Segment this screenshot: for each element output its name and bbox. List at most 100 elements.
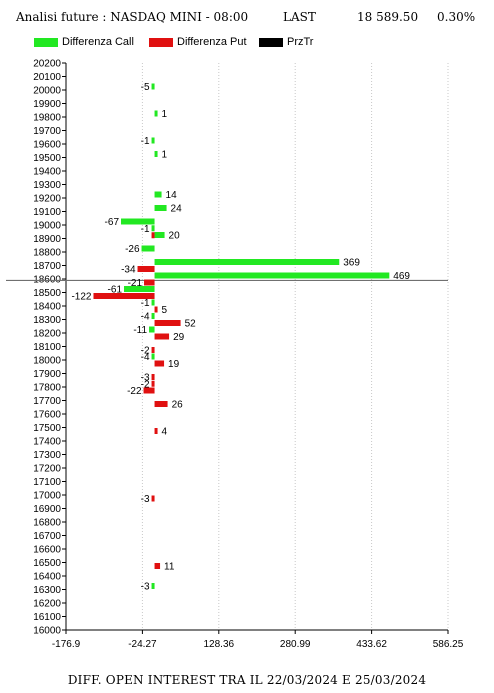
y-tick-label: 19600: [33, 140, 61, 151]
chart-title: Analisi future : NASDAQ MINI - 08:00: [16, 10, 249, 24]
y-tick-label: 19200: [33, 194, 61, 205]
y-tick-label: 17900: [33, 369, 61, 380]
legend-swatch-call: [34, 37, 58, 47]
put-bar: [143, 387, 155, 394]
call-value-label: -4: [141, 352, 150, 363]
x-tick-label: 280.99: [280, 639, 311, 650]
put-value-label: 5: [162, 305, 168, 316]
call-value-label: 469: [393, 271, 410, 282]
legend-swatch-put: [149, 37, 173, 47]
put-bar: [154, 360, 165, 367]
call-value-label: -26: [125, 244, 140, 255]
y-tick-label: 18000: [33, 356, 61, 367]
put-bar: [151, 380, 155, 387]
y-tick-label: 19700: [33, 126, 61, 137]
put-bar: [151, 495, 155, 502]
y-tick-label: 19300: [33, 180, 61, 191]
put-bar: [154, 320, 181, 326]
call-value-label: 1: [162, 150, 168, 161]
call-value-label: -4: [141, 312, 150, 323]
call-bar: [149, 326, 155, 333]
y-tick-label: 16300: [33, 585, 61, 596]
put-bar: [151, 374, 155, 380]
legend-label-put: Differenza Put: [177, 36, 247, 48]
put-value-label: -2: [141, 379, 150, 390]
call-bar: [151, 313, 155, 319]
legend-item-call: Differenza Call: [34, 36, 134, 48]
call-value-label: -1: [141, 298, 150, 309]
y-tick-label: 20100: [33, 72, 61, 83]
y-tick-label: 18900: [33, 234, 61, 245]
call-value-label: 14: [166, 190, 178, 201]
put-value-label: -21: [128, 278, 143, 289]
y-tick-label: 17700: [33, 396, 61, 407]
x-tick-label: 433.62: [356, 639, 387, 650]
call-value-label: -5: [141, 82, 150, 93]
call-bar: [154, 110, 158, 117]
x-tick-label: 128.36: [204, 639, 235, 650]
put-value-label: -22: [127, 386, 142, 397]
y-tick-label: 19000: [33, 221, 61, 232]
call-value-label: -1: [141, 224, 150, 235]
y-tick-label: 17400: [33, 437, 61, 448]
y-tick-label: 17000: [33, 491, 61, 502]
x-tick-label: -24.27: [128, 639, 157, 650]
y-tick-label: 16000: [33, 626, 61, 637]
put-value-label: -3: [141, 373, 150, 384]
y-tick-label: 19400: [33, 167, 61, 178]
change-percent: 0.30%: [437, 10, 476, 24]
put-bar: [154, 428, 158, 434]
legend-item-put: Differenza Put: [149, 36, 247, 48]
put-value-label: 11: [164, 562, 175, 573]
y-tick-label: 18200: [33, 329, 61, 340]
y-tick-label: 20200: [33, 59, 61, 70]
call-bar: [151, 353, 155, 360]
call-bar: [151, 225, 155, 232]
call-bar: [151, 137, 155, 144]
y-tick-label: 18800: [33, 248, 61, 259]
y-tick-label: 16900: [33, 504, 61, 515]
call-bar: [151, 83, 155, 90]
call-bar: [154, 272, 390, 279]
x-tick-label: -176.9: [52, 639, 81, 650]
put-bar: [93, 293, 155, 299]
put-value-label: 19: [168, 359, 180, 370]
call-value-label: -61: [108, 285, 123, 296]
put-value-label: -34: [121, 265, 136, 276]
call-value-label: 24: [171, 204, 183, 215]
call-value-label: -3: [141, 582, 150, 593]
call-bar: [151, 583, 155, 589]
put-value-label: 29: [173, 332, 185, 343]
y-tick-label: 18100: [33, 342, 61, 353]
put-bar: [137, 266, 155, 272]
y-tick-label: 19100: [33, 207, 61, 218]
call-bar: [154, 151, 158, 157]
call-bar: [121, 218, 155, 225]
put-bar: [154, 401, 168, 407]
chart-header: Analisi future : NASDAQ MINI - 08:00 LAS…: [16, 10, 484, 28]
call-bar: [141, 245, 155, 252]
put-bar: [151, 347, 155, 353]
y-tick-label: 18700: [33, 261, 61, 272]
y-tick-label: 19800: [33, 113, 61, 124]
chart-footer: DIFF. OPEN INTEREST TRA IL 22/03/2024 E …: [67, 673, 427, 687]
call-bar: [154, 205, 167, 211]
y-tick-label: 17800: [33, 383, 61, 394]
put-value-label: -122: [71, 292, 91, 303]
put-value-label: 4: [162, 427, 168, 438]
y-tick-label: 16400: [33, 572, 61, 583]
call-value-label: 369: [343, 258, 360, 269]
y-tick-label: 18300: [33, 315, 61, 326]
y-tick-label: 20000: [33, 86, 61, 97]
last-value: 18 589.50: [357, 10, 419, 24]
y-tick-label: 16200: [33, 599, 61, 610]
call-value-label: 1: [162, 109, 168, 120]
y-tick-label: 19900: [33, 99, 61, 110]
y-tick-label: 17100: [33, 477, 61, 488]
call-value-label: -67: [105, 217, 120, 228]
put-value-label: -3: [141, 494, 150, 505]
put-bar: [144, 279, 155, 286]
x-tick-label: 586.25: [433, 639, 464, 650]
put-value-label: 52: [185, 319, 197, 330]
